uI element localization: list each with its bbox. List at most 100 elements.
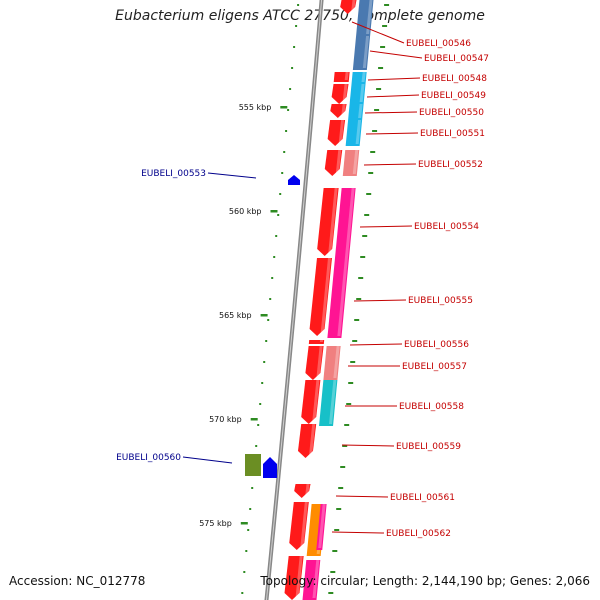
gene-feature[interactable] bbox=[309, 258, 332, 336]
track-dash bbox=[362, 235, 368, 237]
gene-shade bbox=[300, 502, 308, 548]
gene-label-forward[interactable]: EUBELI_00547 bbox=[424, 54, 489, 64]
tick-label: 560 kbp bbox=[229, 207, 262, 216]
label-leader bbox=[367, 77, 421, 81]
scale-dot bbox=[243, 571, 246, 573]
track-dash bbox=[330, 571, 336, 573]
gene-shade bbox=[355, 120, 362, 144]
gene-shade bbox=[312, 380, 320, 422]
gene-shade bbox=[335, 150, 342, 174]
track-dash bbox=[356, 298, 362, 300]
tick-label: 555 kbp bbox=[239, 103, 272, 112]
track-dash bbox=[348, 382, 354, 384]
track-dash bbox=[382, 25, 388, 27]
gene-feature[interactable] bbox=[352, 36, 371, 70]
gene-feature[interactable] bbox=[327, 188, 356, 338]
gene-feature[interactable] bbox=[333, 72, 350, 82]
gene-label-forward[interactable]: EUBELI_00557 bbox=[402, 362, 467, 372]
tick-mark bbox=[260, 314, 268, 317]
track-dash bbox=[336, 508, 342, 510]
scale-dot bbox=[297, 4, 300, 6]
gene-label-forward[interactable]: EUBELI_00556 bbox=[404, 340, 469, 350]
label-leader bbox=[335, 495, 389, 498]
label-leader bbox=[363, 163, 417, 166]
gene-label-forward[interactable]: EUBELI_00561 bbox=[390, 493, 455, 503]
gene-feature[interactable] bbox=[345, 120, 363, 146]
gene-label-forward[interactable]: EUBELI_00549 bbox=[421, 91, 486, 101]
gene-feature[interactable] bbox=[340, 0, 357, 14]
track-dash bbox=[366, 193, 372, 195]
gene-shade bbox=[316, 346, 323, 378]
gene-feature[interactable] bbox=[324, 150, 343, 176]
gene-feature[interactable] bbox=[349, 84, 366, 104]
gene-feature[interactable] bbox=[327, 120, 346, 146]
tick-label: 570 kbp bbox=[209, 415, 242, 424]
gene-feature[interactable] bbox=[305, 346, 324, 380]
gene-label-forward[interactable]: EUBELI_00554 bbox=[414, 222, 479, 232]
gene-shade bbox=[320, 258, 331, 334]
scale-dot bbox=[269, 298, 272, 300]
track-dash bbox=[334, 529, 340, 531]
track-dash bbox=[370, 151, 376, 153]
gene-feature[interactable] bbox=[289, 502, 309, 550]
gene-feature[interactable] bbox=[330, 104, 347, 118]
gene-feature[interactable] bbox=[302, 560, 321, 600]
label-leader bbox=[341, 444, 395, 447]
track-dash bbox=[350, 361, 356, 363]
gene-shade bbox=[295, 556, 303, 598]
gene-feature[interactable] bbox=[297, 424, 317, 458]
backbone-highlight bbox=[265, 0, 323, 600]
gene-feature-reverse[interactable] bbox=[288, 175, 300, 185]
gene-feature[interactable] bbox=[319, 380, 338, 426]
gene-label-forward[interactable]: EUBELI_00555 bbox=[408, 296, 473, 306]
scale-dot bbox=[287, 109, 290, 111]
gene-label-forward[interactable]: EUBELI_00546 bbox=[406, 39, 471, 49]
track-dash bbox=[376, 88, 382, 90]
scale-dot bbox=[267, 319, 270, 321]
gene-shade bbox=[344, 72, 349, 80]
label-layer: EUBELI_00546 EUBELI_00547 EUBELI_00548 EUBE… bbox=[116, 21, 489, 539]
gene-feature[interactable] bbox=[351, 72, 367, 84]
gene-label-reverse[interactable]: EUBELI_00553 bbox=[141, 169, 206, 179]
tick-mark bbox=[250, 418, 258, 421]
gene-feature[interactable] bbox=[294, 484, 311, 498]
gene-feature[interactable] bbox=[348, 104, 364, 120]
scale-dot bbox=[247, 529, 250, 531]
scale-dot bbox=[283, 151, 286, 153]
scale-dot bbox=[257, 424, 260, 426]
gene-label-forward[interactable]: EUBELI_00562 bbox=[386, 529, 451, 539]
gene-shade bbox=[358, 104, 363, 118]
gene-feature[interactable] bbox=[356, 0, 374, 36]
gene-feature[interactable] bbox=[308, 340, 325, 344]
gene-label-forward[interactable]: EUBELI_00551 bbox=[420, 129, 485, 139]
gene-feature[interactable] bbox=[316, 504, 327, 550]
gene-label-forward[interactable]: EUBELI_00550 bbox=[419, 108, 484, 118]
scale-dot bbox=[279, 193, 282, 195]
scale-dot bbox=[249, 508, 252, 510]
scale-dot bbox=[293, 46, 296, 48]
label-leader bbox=[353, 299, 407, 302]
gene-shade bbox=[319, 340, 324, 342]
gene-label-reverse[interactable]: EUBELI_00560 bbox=[116, 453, 181, 463]
tick-mark bbox=[280, 106, 288, 109]
label-leader bbox=[364, 111, 418, 114]
gene-feature[interactable] bbox=[323, 346, 341, 380]
gene-label-forward[interactable]: EUBELI_00548 bbox=[422, 74, 487, 84]
gene-feature-reverse[interactable] bbox=[245, 454, 261, 476]
gene-feature[interactable] bbox=[317, 188, 339, 256]
gene-feature-reverse[interactable] bbox=[263, 457, 277, 478]
gene-shade bbox=[366, 0, 373, 34]
gene-shade bbox=[341, 104, 346, 116]
gene-label-forward[interactable]: EUBELI_00558 bbox=[399, 402, 464, 412]
scale-dot bbox=[295, 25, 298, 27]
gene-feature[interactable] bbox=[284, 556, 304, 600]
track-dash bbox=[344, 424, 350, 426]
gene-label-forward[interactable]: EUBELI_00559 bbox=[396, 442, 461, 452]
gene-label-forward[interactable]: EUBELI_00552 bbox=[418, 160, 483, 170]
gene-feature[interactable] bbox=[342, 150, 360, 176]
scale-dot bbox=[275, 235, 278, 237]
gene-feature[interactable] bbox=[301, 380, 321, 424]
gene-feature[interactable] bbox=[331, 84, 349, 104]
accession-text: Accession: NC_012778 bbox=[9, 574, 146, 588]
